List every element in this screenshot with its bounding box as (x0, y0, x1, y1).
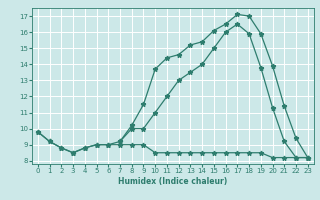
X-axis label: Humidex (Indice chaleur): Humidex (Indice chaleur) (118, 177, 228, 186)
